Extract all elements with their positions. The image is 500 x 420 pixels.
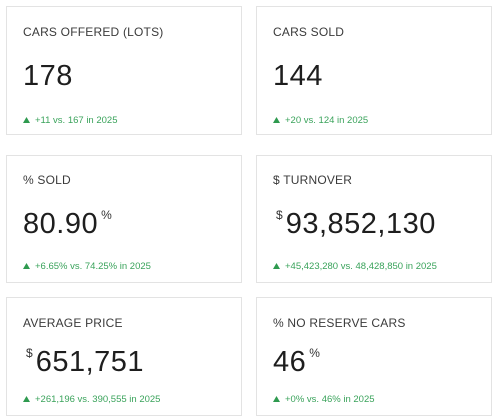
- kpi-delta-row: +0% vs. 46% in 2025: [273, 394, 375, 405]
- kpi-value-row: 46%: [273, 346, 323, 379]
- up-arrow: [23, 263, 30, 269]
- kpi-value: 80.90: [23, 208, 99, 240]
- kpi-value: 144: [273, 60, 323, 92]
- kpi-delta: +11 vs. 167 in 2025: [35, 115, 118, 126]
- kpi-delta-row: +20 vs. 124 in 2025: [273, 115, 368, 126]
- kpi-delta: +45,423,280 vs. 48,428,850 in 2025: [285, 261, 437, 272]
- kpi-delta-row: +45,423,280 vs. 48,428,850 in 2025: [273, 261, 437, 272]
- up-arrow-shape: [273, 263, 280, 269]
- kpi-delta: +20 vs. 124 in 2025: [285, 115, 369, 126]
- kpi-label: CARS OFFERED (LOTS): [23, 25, 164, 39]
- kpi-label: % NO RESERVE CARS: [273, 316, 406, 330]
- kpi-card: CARS SOLD 144 +20 vs. 124 in 2025: [256, 6, 492, 135]
- kpi-value: 93,852,130: [285, 208, 436, 240]
- up-arrow-shape: [23, 263, 30, 269]
- unit-suffix: %: [309, 346, 320, 360]
- kpi-label: CARS SOLD: [273, 25, 345, 39]
- unit-suffix: %: [101, 208, 112, 222]
- kpi-delta: +0% vs. 46% in 2025: [285, 394, 375, 405]
- unit-prefix: $: [276, 208, 283, 222]
- kpi-value: 178: [23, 60, 73, 92]
- kpi-delta-row: +11 vs. 167 in 2025: [23, 115, 118, 126]
- up-arrow: [273, 117, 280, 123]
- kpi-value-row: 144: [273, 60, 323, 93]
- kpi-card: % NO RESERVE CARS 46% +0% vs. 46% in 2025: [256, 297, 492, 416]
- up-arrow-shape: [23, 396, 30, 402]
- up-arrow-shape: [273, 396, 280, 402]
- kpi-label: AVERAGE PRICE: [23, 316, 123, 330]
- kpi-value-row: $651,751: [23, 346, 144, 379]
- kpi-delta-row: +6.65% vs. 74.25% in 2025: [23, 261, 151, 272]
- up-arrow-shape: [23, 117, 30, 123]
- up-arrow-shape: [273, 117, 280, 123]
- kpi-delta: +261,196 vs. 390,555 in 2025: [35, 394, 161, 405]
- kpi-value: 46: [273, 346, 307, 378]
- unit-prefix: $: [26, 346, 33, 360]
- up-arrow: [273, 263, 280, 269]
- kpi-value-row: 80.90%: [23, 208, 115, 241]
- up-arrow: [23, 396, 30, 402]
- kpi-label: % SOLD: [23, 173, 71, 187]
- kpi-card: % SOLD 80.90% +6.65% vs. 74.25% in 2025: [6, 155, 242, 283]
- up-arrow: [273, 396, 280, 402]
- kpi-delta-row: +261,196 vs. 390,555 in 2025: [23, 394, 160, 405]
- kpi-value-row: 178: [23, 60, 73, 93]
- up-arrow: [23, 117, 30, 123]
- kpi-card: CARS OFFERED (LOTS) 178 +11 vs. 167 in 202…: [6, 6, 242, 135]
- kpi-value: 651,751: [35, 346, 145, 378]
- kpi-label: $ TURNOVER: [273, 173, 353, 187]
- kpi-card: AVERAGE PRICE $651,751 +261,196 vs. 390,55…: [6, 297, 242, 416]
- kpi-card: $ TURNOVER $93,852,130 +45,423,280 vs. 48,…: [256, 155, 492, 283]
- kpi-value-row: $93,852,130: [273, 208, 436, 241]
- kpi-delta: +6.65% vs. 74.25% in 2025: [35, 261, 151, 272]
